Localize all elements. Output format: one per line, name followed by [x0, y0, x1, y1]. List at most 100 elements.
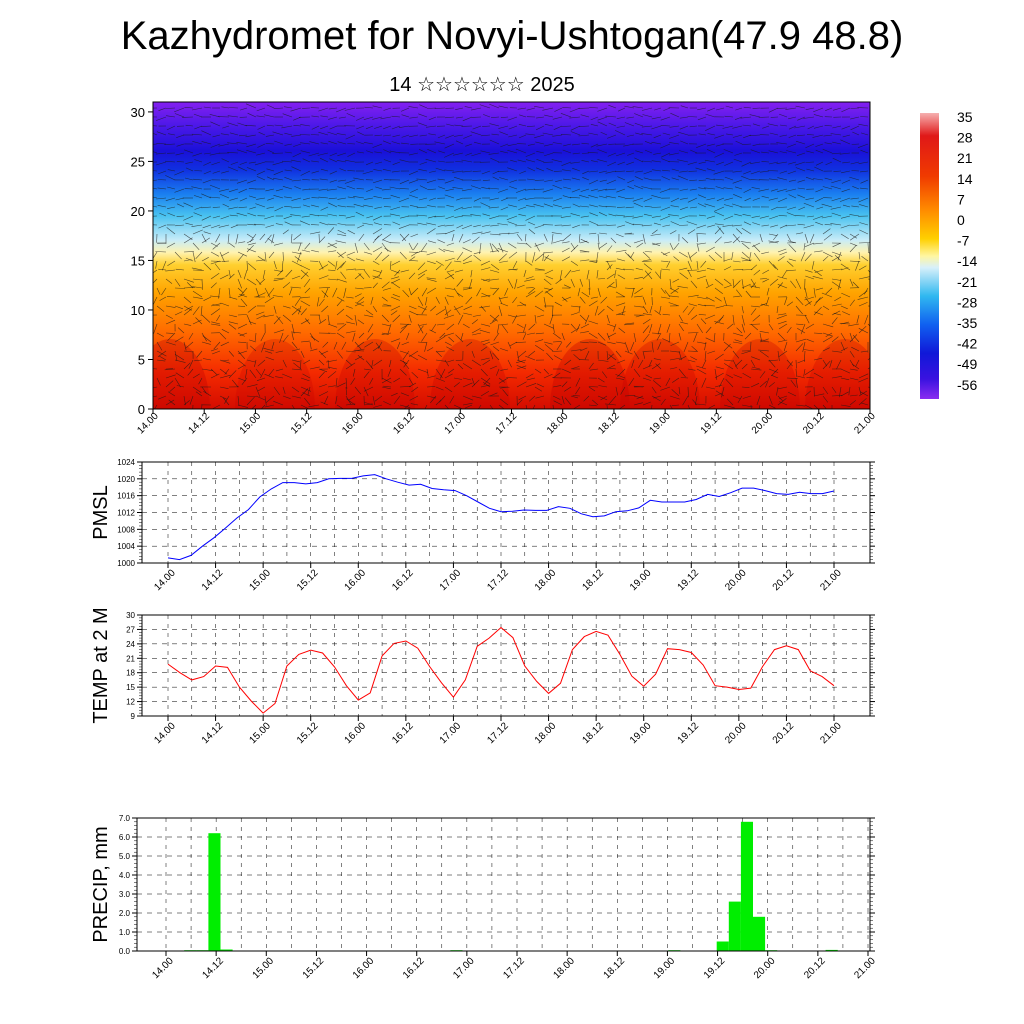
wind-barb [769, 278, 779, 286]
wind-barb [274, 124, 284, 127]
wind-barb [518, 124, 527, 127]
wind-barb [767, 170, 779, 172]
wind-barb [696, 233, 707, 235]
wind-barb [613, 323, 617, 332]
wind-barb [209, 152, 221, 156]
wind-barb [677, 175, 689, 181]
wind-barb [230, 161, 239, 165]
wind-barb [569, 107, 581, 113]
wind-barb [357, 341, 365, 348]
wind-barb [165, 107, 176, 109]
wind-barb [435, 167, 446, 172]
wind-barb [606, 305, 614, 312]
wind-barb [579, 194, 590, 199]
wind-barb [750, 404, 752, 409]
wind-barb [283, 215, 293, 220]
wind-barb [618, 404, 626, 409]
wind-barb [772, 264, 779, 271]
wind-barb [633, 295, 643, 298]
wind-barb [812, 215, 824, 220]
wind-barb [451, 233, 455, 242]
wind-barb [327, 250, 337, 253]
wind-barb [833, 312, 842, 316]
wind-barb [626, 161, 635, 165]
wind-barb [814, 197, 824, 203]
wind-barb [499, 398, 509, 406]
wind-barb [176, 215, 185, 217]
wind-barb [527, 143, 536, 146]
wind-barb [849, 350, 855, 358]
wind-barb [670, 112, 680, 118]
wind-barb [228, 242, 235, 248]
wind-barb [304, 242, 311, 250]
wind-barb [267, 149, 275, 154]
wind-barb [831, 376, 842, 379]
wind-barb [265, 188, 275, 192]
wind-barb [741, 314, 745, 326]
wind-barb [575, 386, 581, 395]
wind-barb [831, 256, 840, 262]
wind-barb [409, 194, 419, 199]
wind-barb [625, 221, 635, 226]
wind-barb [680, 140, 689, 145]
wind-barb [435, 296, 440, 304]
wind-barb [867, 278, 870, 280]
wind-barb [308, 404, 320, 408]
wind-barb [665, 377, 671, 387]
wind-barb [381, 323, 391, 327]
wind-barb [439, 395, 446, 403]
wind-barb [615, 291, 626, 298]
wind-barb [392, 134, 401, 138]
wind-barb [768, 150, 779, 154]
wind-barb [560, 215, 572, 218]
wind-barb [525, 260, 533, 266]
wind-barb [858, 123, 869, 127]
wind-barb [215, 233, 221, 243]
wind-barb [435, 399, 442, 406]
wind-barb [651, 206, 662, 208]
wind-barb [165, 374, 176, 379]
wind-barb [320, 125, 329, 130]
wind-barb [624, 287, 636, 290]
wind-barb [714, 134, 725, 139]
wind-barb [832, 242, 842, 248]
wind-barb [858, 251, 861, 260]
wind-barb [156, 197, 167, 200]
wind-barb [290, 107, 302, 112]
wind-barb [210, 260, 221, 265]
wind-barb [605, 188, 617, 191]
wind-barb [396, 341, 401, 350]
wind-barb [336, 262, 345, 271]
wind-barb [759, 350, 769, 358]
wind-barb [528, 395, 536, 402]
wind-barb [444, 230, 455, 235]
wind-barb [704, 350, 707, 361]
wind-barb [374, 251, 383, 261]
wind-barb [822, 323, 834, 328]
wind-barb [579, 250, 590, 253]
wind-barb [390, 392, 398, 397]
wind-barb [455, 140, 464, 145]
wind-barb [679, 125, 689, 130]
wind-barb [614, 269, 617, 279]
wind-barb [332, 287, 338, 298]
wind-barb [444, 296, 449, 305]
wind-barb [643, 170, 653, 175]
wind-barb [421, 332, 428, 342]
wind-barb [282, 334, 289, 343]
wind-barb [322, 341, 329, 348]
wind-barb [228, 323, 237, 330]
wind-barb [842, 204, 851, 208]
wind-barb [290, 159, 302, 163]
wind-barb [526, 377, 536, 381]
wind-barb [651, 229, 658, 235]
wind-barb [213, 341, 221, 350]
wind-barb [651, 195, 662, 199]
wind-barb [804, 269, 813, 273]
wind-barb [678, 251, 688, 258]
wind-barb [588, 278, 591, 290]
wind-barb [446, 269, 455, 273]
wind-barb [650, 233, 662, 236]
wind-barb [462, 363, 473, 370]
wind-barb [387, 368, 392, 377]
